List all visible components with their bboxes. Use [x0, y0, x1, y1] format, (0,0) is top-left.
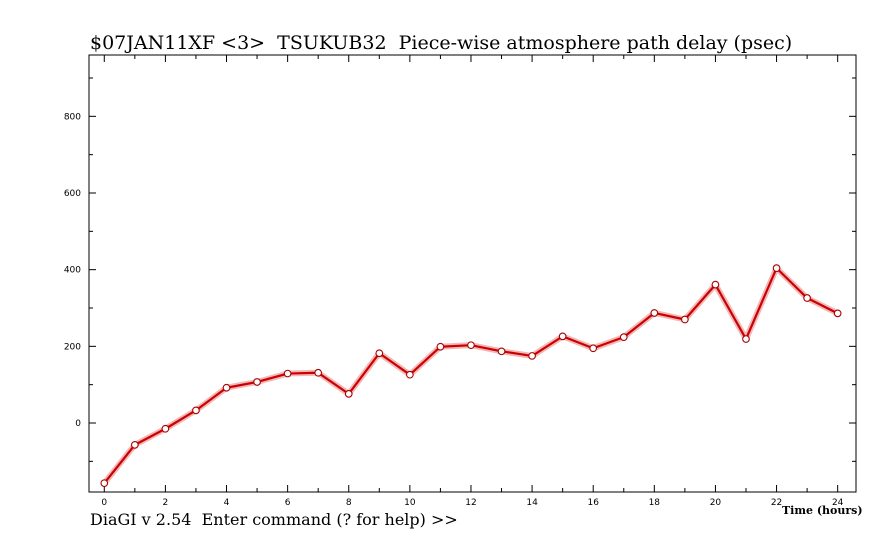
data-point	[436, 342, 445, 351]
x-tick-label: 8	[346, 498, 352, 508]
x-tick-label: 12	[465, 498, 476, 508]
x-tick-label: 24	[832, 498, 844, 508]
x-tick-label: 14	[526, 498, 538, 508]
data-point	[528, 352, 536, 360]
command-prompt[interactable]: DiaGI v 2.54 Enter command (? for help) …	[90, 510, 458, 529]
x-tick-label: 10	[404, 498, 416, 508]
x-tick-label: 20	[710, 498, 722, 508]
data-point	[161, 424, 170, 433]
data-point	[406, 370, 414, 379]
data-point	[742, 335, 750, 343]
data-point	[314, 368, 323, 377]
data-point	[497, 347, 506, 356]
data-point	[344, 390, 353, 398]
x-tick-label: 2	[163, 498, 169, 508]
data-point	[558, 332, 567, 341]
y-tick-label: 800	[64, 112, 81, 122]
data-point	[253, 378, 261, 386]
y-tick-label: 600	[64, 189, 81, 199]
x-tick-label: 22	[771, 498, 782, 508]
data-point	[619, 333, 628, 341]
y-tick-label: 200	[64, 342, 81, 352]
y-tick-label: 0	[75, 419, 81, 429]
x-tick-label: 18	[649, 498, 661, 508]
x-tick-label: 6	[285, 498, 291, 508]
data-point	[192, 406, 200, 415]
data-point	[589, 344, 598, 353]
data-point	[681, 315, 689, 324]
data-point	[650, 309, 659, 317]
data-point	[130, 441, 139, 449]
data-point	[467, 341, 475, 350]
series-error-band	[101, 265, 840, 486]
chart-title: $07JAN11XF <3> TSUKUB32 Piece-wise atmos…	[90, 32, 793, 54]
data-point	[772, 264, 781, 272]
data-point	[711, 280, 720, 289]
data-point	[375, 349, 384, 358]
data-point	[283, 369, 292, 378]
data-point	[222, 383, 231, 392]
y-tick-label: 400	[64, 266, 81, 276]
data-point	[833, 309, 842, 318]
x-tick-label: 0	[101, 498, 107, 508]
data-point	[803, 294, 811, 302]
x-axis-label: Time (hours)	[782, 504, 863, 517]
x-tick-label: 4	[224, 498, 230, 508]
x-tick-label: 16	[587, 498, 599, 508]
data-point	[100, 479, 109, 488]
plot-frame	[88, 54, 857, 493]
